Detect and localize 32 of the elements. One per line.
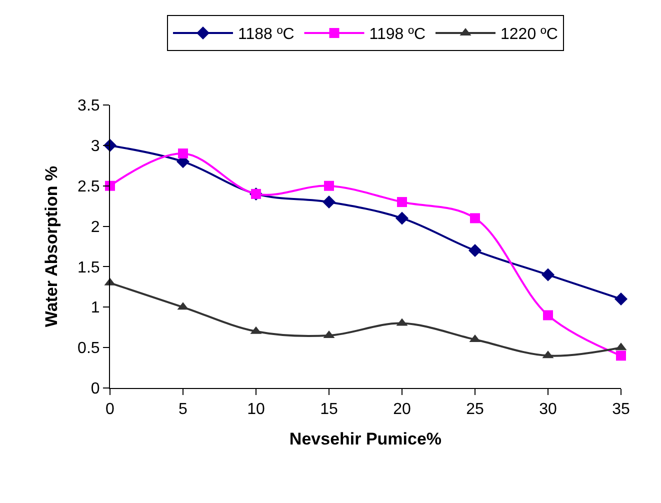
y-tick-label: 1.5 <box>78 259 100 276</box>
legend-label: 1220 ºC <box>500 26 558 44</box>
y-tick-label: 3.5 <box>78 98 100 115</box>
x-tick-label: 35 <box>612 401 630 418</box>
x-tick-label: 0 <box>106 401 115 418</box>
point <box>396 212 408 225</box>
point <box>616 350 626 361</box>
y-tick-label: 0 <box>90 380 100 398</box>
y-tick-label: 2.5 <box>78 178 100 196</box>
point <box>543 310 553 320</box>
point <box>470 213 480 224</box>
legend-label: 1188 ºC <box>238 26 294 44</box>
x-tick-label: 30 <box>539 401 557 418</box>
y-tick-label: 1 <box>90 300 100 317</box>
x-tick-label: 25 <box>466 401 484 418</box>
point <box>322 196 336 209</box>
point <box>324 180 334 191</box>
y-axis-title: Water Absorption % <box>42 166 62 328</box>
point <box>397 197 407 208</box>
point <box>614 292 628 306</box>
x-tick-label: 10 <box>247 401 265 418</box>
x-tick-label: 15 <box>320 401 338 418</box>
x-tick-label: 20 <box>393 401 411 418</box>
legend-label: 1198 ºC <box>369 26 426 44</box>
x-axis-title: Nevsehir Pumice% <box>289 430 442 449</box>
point <box>468 244 482 258</box>
y-tick-label: 3 <box>90 138 100 156</box>
point <box>178 148 188 159</box>
y-tick-label: 0.5 <box>78 340 100 358</box>
x-tick-label: 5 <box>178 401 188 418</box>
y-tick-label: 2 <box>90 218 100 236</box>
point <box>542 268 554 282</box>
